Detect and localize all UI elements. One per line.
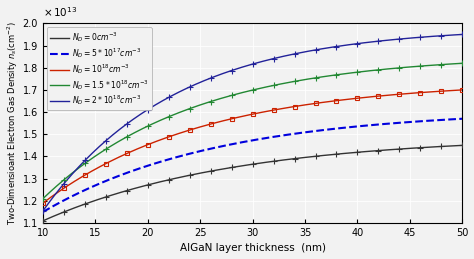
Line: $N_D=5*10^{17}cm^{-3}$: $N_D=5*10^{17}cm^{-3}$ [43,119,462,212]
$N_D=0cm^{-3}$ [239,164,245,167]
$N_D=10^{18}cm^{-3}$ [290,105,295,108]
Line: $N_D=0cm^{-3}$: $N_D=0cm^{-3}$ [43,145,462,221]
$N_D=10^{18}cm^{-3}$ [267,109,273,112]
$N_D=10^{18}cm^{-3}$ [239,115,245,118]
$N_D=0cm^{-3}$ [449,144,455,147]
Line: $N_D=1.5*10^{18}cm^{-3}$: $N_D=1.5*10^{18}cm^{-3}$ [43,63,462,199]
$N_D=1.5*10^{18}cm^{-3}$ [459,62,465,65]
$N_D=5*10^{17}cm^{-3}$ [239,141,245,144]
$N_D=1.5*10^{18}cm^{-3}$ [267,85,273,88]
$N_D=1.5*10^{18}cm^{-3}$ [239,91,245,94]
$N_D=1.5*10^{18}cm^{-3}$ [40,197,46,200]
Line: $N_D=10^{18}cm^{-3}$: $N_D=10^{18}cm^{-3}$ [43,90,462,203]
$N_D=2*10^{18}cm^{-3}$ [40,209,46,212]
Text: $\times\,10^{13}$: $\times\,10^{13}$ [43,5,77,19]
$N_D=2*10^{18}cm^{-3}$ [242,65,247,68]
$N_D=0cm^{-3}$ [267,160,273,163]
$N_D=2*10^{18}cm^{-3}$ [449,33,455,37]
$N_D=10^{18}cm^{-3}$ [40,202,46,205]
$N_D=0cm^{-3}$ [384,148,390,152]
$N_D=10^{18}cm^{-3}$ [449,89,455,92]
$N_D=5*10^{17}cm^{-3}$ [290,132,295,135]
$N_D=5*10^{17}cm^{-3}$ [459,117,465,120]
$N_D=0cm^{-3}$ [40,219,46,222]
$N_D=0cm^{-3}$ [242,164,247,167]
Legend: $N_D=0cm^{-3}$, $N_D=5*10^{17}cm^{-3}$, $N_D=10^{18}cm^{-3}$, $N_D=1.5*10^{18}cm: $N_D=0cm^{-3}$, $N_D=5*10^{17}cm^{-3}$, … [47,27,152,110]
$N_D=5*10^{17}cm^{-3}$ [242,140,247,143]
Line: $N_D=2*10^{18}cm^{-3}$: $N_D=2*10^{18}cm^{-3}$ [43,34,462,211]
$N_D=5*10^{17}cm^{-3}$ [267,136,273,139]
$N_D=2*10^{18}cm^{-3}$ [384,39,390,42]
$N_D=10^{18}cm^{-3}$ [459,88,465,91]
$N_D=0cm^{-3}$ [459,144,465,147]
X-axis label: AlGaN layer thickness  (nm): AlGaN layer thickness (nm) [180,243,326,254]
$N_D=2*10^{18}cm^{-3}$ [239,66,245,69]
$N_D=0cm^{-3}$ [290,157,295,160]
$N_D=2*10^{18}cm^{-3}$ [267,58,273,61]
$N_D=5*10^{17}cm^{-3}$ [449,118,455,121]
$N_D=2*10^{18}cm^{-3}$ [459,33,465,36]
$N_D=10^{18}cm^{-3}$ [242,114,247,117]
$N_D=5*10^{17}cm^{-3}$ [40,210,46,213]
$N_D=1.5*10^{18}cm^{-3}$ [242,90,247,93]
$N_D=1.5*10^{18}cm^{-3}$ [290,80,295,83]
$N_D=10^{18}cm^{-3}$ [384,94,390,97]
$N_D=1.5*10^{18}cm^{-3}$ [384,68,390,71]
$N_D=1.5*10^{18}cm^{-3}$ [449,62,455,66]
$N_D=5*10^{17}cm^{-3}$ [384,122,390,125]
Y-axis label: Two-Dimensioant Electron Gas Density $n_s$(cm$^{-2}$): Two-Dimensioant Electron Gas Density $n_… [6,21,20,225]
$N_D=2*10^{18}cm^{-3}$ [290,53,295,56]
